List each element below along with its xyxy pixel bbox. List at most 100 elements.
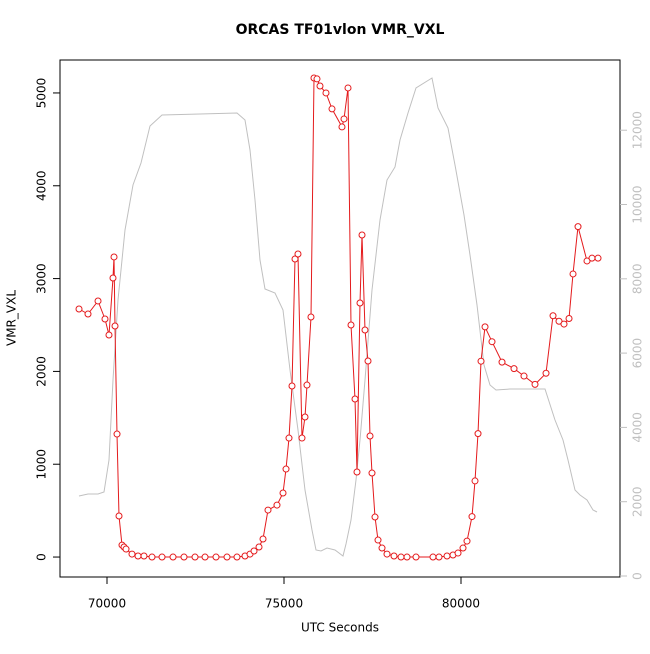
- series-line: [78, 77, 598, 557]
- y-tick-label: 4000: [35, 170, 49, 201]
- y-tick-label: 0: [35, 553, 49, 561]
- point: [285, 434, 293, 442]
- y2-tick-label: 12000: [631, 111, 645, 149]
- point: [212, 553, 220, 561]
- point: [429, 553, 437, 561]
- point: [594, 254, 602, 262]
- point: [347, 321, 355, 329]
- point: [340, 115, 348, 123]
- point: [158, 553, 166, 561]
- point: [255, 543, 263, 551]
- point: [101, 315, 109, 323]
- point: [498, 358, 506, 366]
- x-tick-label: 80000: [442, 597, 480, 611]
- y2-tick-label: 4000: [631, 412, 645, 443]
- y2-tick-label: 10000: [631, 185, 645, 223]
- point: [180, 553, 188, 561]
- point: [403, 553, 411, 561]
- point: [474, 430, 482, 438]
- point: [397, 553, 405, 561]
- point: [294, 250, 302, 258]
- y-axis-label: VMR_VXL: [5, 290, 19, 346]
- point: [307, 313, 315, 321]
- point: [468, 513, 476, 521]
- point: [111, 322, 119, 330]
- point: [94, 297, 102, 305]
- point: [298, 434, 306, 442]
- y2-tick-label: 2000: [631, 486, 645, 517]
- point: [301, 413, 309, 421]
- point: [435, 553, 443, 561]
- point: [390, 552, 398, 560]
- x-tick-label: 70000: [88, 597, 126, 611]
- point: [481, 323, 489, 331]
- point: [531, 380, 539, 388]
- point: [288, 382, 296, 390]
- y-tick-label: 3000: [35, 263, 49, 294]
- point: [351, 395, 359, 403]
- point: [338, 123, 346, 131]
- point: [549, 312, 557, 320]
- point: [140, 552, 148, 560]
- point: [113, 430, 121, 438]
- point: [353, 468, 361, 476]
- point: [115, 512, 123, 520]
- y2-tick-label: 0: [631, 572, 645, 580]
- point: [84, 310, 92, 318]
- point: [412, 553, 420, 561]
- point: [378, 544, 386, 552]
- point: [560, 320, 568, 328]
- series-line: [78, 77, 598, 558]
- point: [273, 501, 281, 509]
- y-tick-label: 2000: [35, 356, 49, 387]
- y2-tick-label: 8000: [631, 264, 645, 295]
- point: [477, 357, 485, 365]
- point: [322, 89, 330, 97]
- point: [361, 326, 369, 334]
- point: [201, 553, 209, 561]
- x-tick-label: 75000: [265, 597, 303, 611]
- point: [574, 223, 582, 231]
- point: [169, 553, 177, 561]
- point: [463, 537, 471, 545]
- point: [109, 274, 117, 282]
- point: [454, 549, 462, 557]
- point: [374, 536, 382, 544]
- point: [459, 544, 467, 552]
- point: [510, 365, 518, 373]
- point: [75, 305, 83, 313]
- point: [233, 553, 241, 561]
- point: [542, 369, 550, 377]
- point: [105, 331, 113, 339]
- point: [122, 545, 130, 553]
- plot-frame: [59, 59, 621, 578]
- point: [383, 550, 391, 558]
- point: [316, 82, 324, 90]
- point: [223, 553, 231, 561]
- point: [344, 84, 352, 92]
- point: [368, 469, 376, 477]
- chart-title: ORCAS TF01vlon VMR_VXL: [236, 22, 445, 38]
- point: [358, 231, 366, 239]
- point: [313, 75, 321, 83]
- point: [291, 255, 299, 263]
- point: [371, 513, 379, 521]
- point: [303, 381, 311, 389]
- y-tick-label: 1000: [35, 449, 49, 480]
- point: [250, 547, 258, 555]
- point: [264, 506, 272, 514]
- point: [443, 552, 451, 560]
- point: [110, 253, 118, 261]
- point: [328, 105, 336, 113]
- point: [282, 465, 290, 473]
- point: [588, 254, 596, 262]
- y-tick-label: 5000: [35, 78, 49, 109]
- point: [364, 357, 372, 365]
- point: [565, 315, 573, 322]
- point: [134, 552, 142, 560]
- point: [279, 489, 287, 497]
- point: [471, 477, 479, 485]
- point: [569, 270, 577, 278]
